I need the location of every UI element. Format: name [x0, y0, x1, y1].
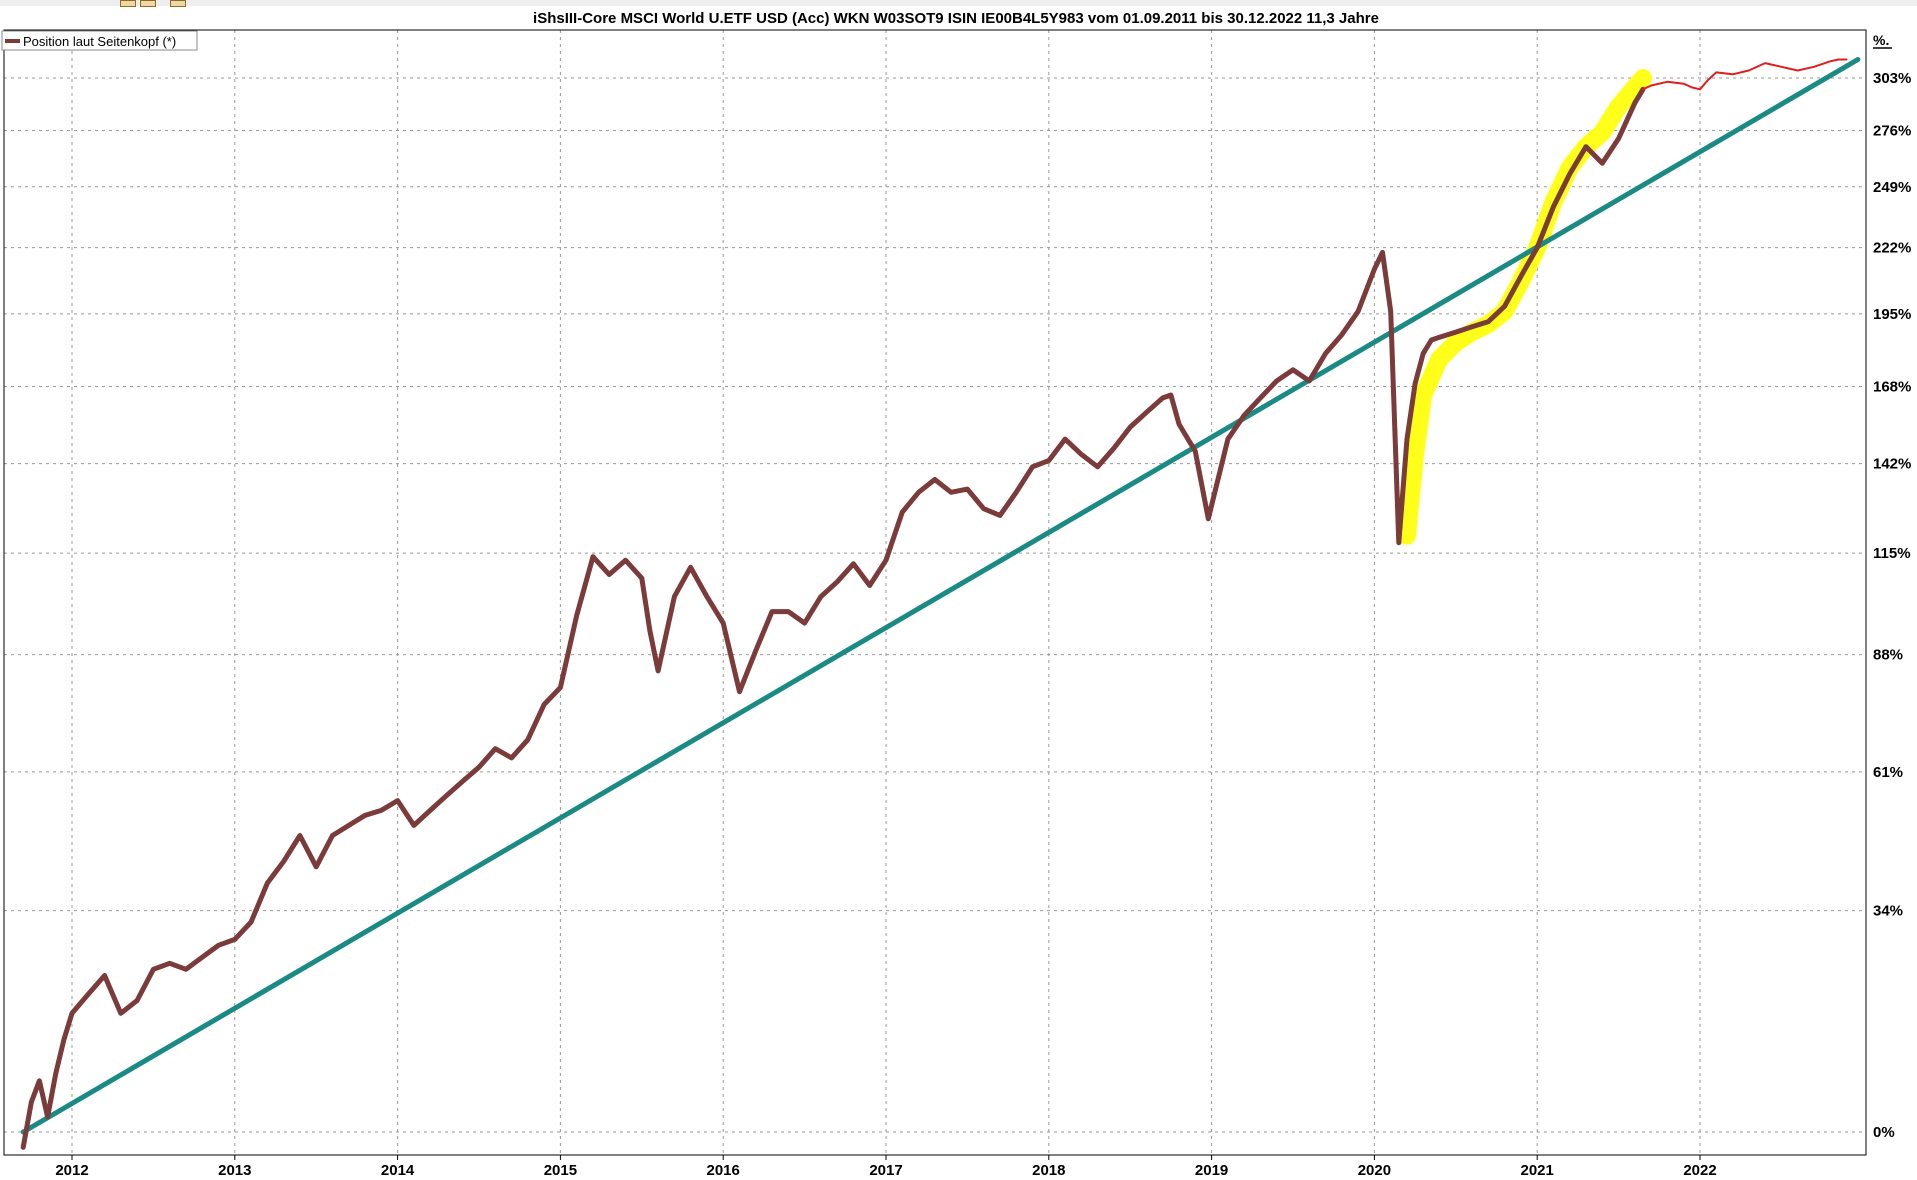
recent-series-line [1642, 58, 1848, 91]
x-tick-label: 2014 [381, 1162, 415, 1179]
x-tick-label: 2019 [1195, 1162, 1228, 1179]
y-tick-label: 88% [1873, 647, 1903, 664]
chart-grid [4, 30, 1866, 1160]
y-unit-label: %. [1873, 32, 1889, 48]
y-tick-label: 0% [1873, 1124, 1895, 1141]
highlight-band [1398, 69, 1652, 545]
y-tick-label: 142% [1873, 456, 1911, 473]
y-tick-label: 276% [1873, 122, 1911, 139]
position-series-line [20, 86, 1646, 1150]
y-tick-label: 222% [1873, 240, 1911, 257]
chart-title: iShsIII-Core MSCI World U.ETF USD (Acc) … [533, 10, 1379, 27]
x-tick-label: 2018 [1032, 1162, 1065, 1179]
y-tick-label: 115% [1873, 545, 1911, 562]
top-toolbar-strip [0, 0, 1917, 7]
y-tick-label: 34% [1873, 903, 1903, 920]
legend-label: Position laut Seitenkopf (*) [23, 34, 176, 49]
legend-box [1, 30, 198, 51]
y-tick-label: 249% [1873, 179, 1911, 196]
x-tick-label: 2015 [544, 1162, 577, 1179]
toolbar-button-icon[interactable] [120, 0, 136, 7]
x-tick-label: 2021 [1521, 1162, 1554, 1179]
x-tick-label: 2020 [1358, 1162, 1391, 1179]
y-tick-label: 303% [1873, 70, 1911, 87]
y-axis-labels: 0% 34% 61% 88% 115% 142% 168% 195% 222% 249% 276% 3… [1873, 70, 1911, 1141]
x-axis-labels: 2012 2013 2014 2015 2016 2017 2018 2019 2020 2021… [55, 1162, 1716, 1179]
y-tick-label: 61% [1873, 764, 1903, 781]
y-tick-label: 195% [1873, 306, 1911, 323]
highlight-band-line [1398, 69, 1652, 545]
x-tick-label: 2012 [55, 1162, 88, 1179]
legend[interactable]: Position laut Seitenkopf (*) [1, 30, 198, 51]
toolbar-button-icon[interactable] [170, 0, 186, 7]
x-tick-label: 2016 [707, 1162, 740, 1179]
x-tick-label: 2017 [869, 1162, 902, 1179]
toolbar-button-icon[interactable] [140, 0, 156, 7]
x-tick-label: 2013 [218, 1162, 251, 1179]
series-lines [20, 57, 1861, 1150]
trend-line [20, 57, 1861, 1135]
y-tick-label: 168% [1873, 379, 1911, 396]
plot-frame [3, 29, 1867, 1156]
x-tick-label: 2022 [1683, 1162, 1716, 1179]
